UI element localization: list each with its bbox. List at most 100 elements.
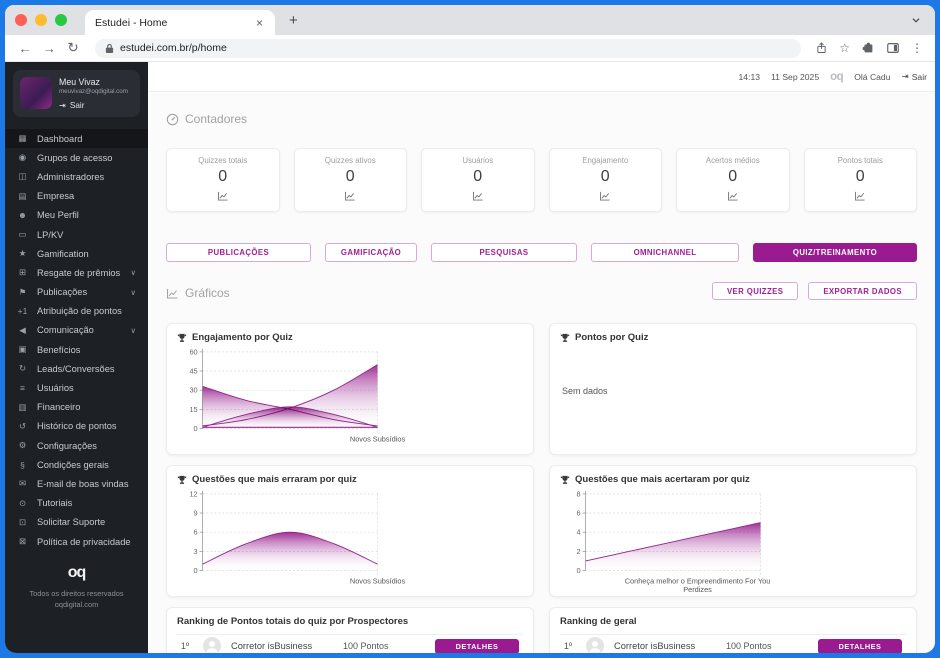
browser-tab[interactable]: Estudei - Home ×: [85, 10, 275, 35]
admins-icon: ◫: [18, 171, 27, 182]
chart-title: Questões que mais acertaram por quiz: [575, 474, 750, 485]
counter-card-acertos-medios: Acertos médios 0: [676, 148, 790, 212]
ranking-points: 100 Pontos: [343, 641, 389, 651]
svg-text:45: 45: [189, 367, 197, 376]
new-tab-button[interactable]: +: [289, 11, 298, 29]
sidebar-item-solicitar-suporte[interactable]: ⊡ Solicitar Suporte: [18, 516, 106, 528]
sidebar-item-meu-perfil[interactable]: ☻ Meu Perfil: [18, 210, 79, 221]
filter-gamificacao-button[interactable]: GAMIFICAÇÃO: [325, 243, 417, 262]
sidebar-item-atribuicao-de-pontos[interactable]: +1 Atribuição de pontos: [17, 306, 122, 317]
sidebar-item-tutoriais[interactable]: ⊙ Tutoriais: [18, 497, 73, 509]
legal-terms-icon: §: [20, 459, 25, 470]
users-list-icon: ≡: [20, 383, 25, 394]
sidebar-item-empresa[interactable]: ▤ Empresa: [18, 190, 75, 202]
counter-value: 0: [600, 168, 610, 185]
date: 11 Sep 2025: [771, 71, 820, 82]
sidebar-item-condicoes-gerais[interactable]: § Condições gerais: [5, 455, 148, 474]
svg-text:Novos Subsídios: Novos Subsídios: [350, 576, 406, 585]
sidebar-item-comunicacao[interactable]: ◀ Comunicação ∨: [5, 321, 148, 340]
trend-chart-icon[interactable]: [599, 191, 611, 201]
detalhes-button[interactable]: DETALHES: [435, 638, 519, 653]
window-controls: [15, 14, 67, 26]
svg-text:Perdizes: Perdizes: [683, 585, 712, 594]
chevron-down-icon: ∨: [130, 287, 137, 297]
publications-flag-icon: ⚑: [18, 286, 27, 297]
filter-publicacoes-button[interactable]: PUBLICAÇÕES: [166, 243, 311, 262]
mail-icon: ✉: [18, 478, 27, 489]
sidebar-item-administradores[interactable]: ◫ Administradores: [18, 171, 105, 182]
sidebar-logout-button[interactable]: ⇥ Sair: [59, 100, 85, 111]
sidebar-item-configuracoes[interactable]: ⚙ Configurações: [18, 440, 97, 451]
trend-chart-icon[interactable]: [217, 191, 229, 201]
trophy-icon: [560, 475, 570, 484]
counter-value: 0: [855, 168, 865, 185]
counter-card-engajamento: Engajamento 0: [548, 148, 662, 212]
ranking-title: Ranking de geral: [560, 616, 637, 627]
sidebar-item-resgate-de-premios[interactable]: ⊞ Resgate de prêmios ∨: [18, 267, 136, 278]
tabsearch-chevron-down-icon[interactable]: [909, 13, 923, 27]
counter-value: 0: [345, 168, 355, 185]
logout-icon: ⇥: [901, 71, 909, 81]
sidebar-item-grupos-de-acesso[interactable]: ◉ Grupos de acesso: [18, 152, 113, 163]
ver-quizzes-button[interactable]: VER QUIZZES: [711, 282, 799, 300]
sidebar-item-politica-privacidade[interactable]: ⊠ Política de privacidade: [18, 536, 131, 547]
filter-pesquisas-button[interactable]: PESQUISAS: [431, 243, 577, 262]
sidebar-item-dashboard[interactable]: ▦ Dashboard: [5, 129, 148, 149]
sidebar-item-beneficios[interactable]: ▣ Benefícios: [18, 344, 81, 355]
side-panel-icon[interactable]: [886, 41, 900, 55]
ranking-title: Ranking de Pontos totais do quiz por Pro…: [177, 616, 409, 627]
close-tab-icon[interactable]: ×: [255, 15, 263, 30]
header-logout-button[interactable]: ⇥ Sair: [901, 71, 928, 82]
bookmark-star-icon[interactable]: ☆: [839, 41, 850, 55]
close-window-button[interactable]: [15, 14, 27, 26]
reload-button[interactable]: ↻: [67, 40, 79, 55]
share-icon[interactable]: [815, 41, 828, 55]
questoes-erraram-area-chart: 0 3 6 9 12 Novos Subsídios: [189, 489, 406, 585]
svg-text:60: 60: [189, 347, 197, 356]
sidebar-item-publicacoes[interactable]: ⚑ Publicações ∨: [18, 286, 137, 298]
sidebar-item-historico-de-pontos[interactable]: ↺ Histórico de pontos: [18, 420, 117, 432]
svg-text:9: 9: [194, 509, 198, 518]
minimize-window-button[interactable]: [35, 14, 47, 26]
trend-chart-icon[interactable]: [344, 191, 356, 201]
sidebar-item-leads-conversoes[interactable]: ↻ Leads/Conversões: [18, 363, 115, 374]
counter-card-pontos-totais: Pontos totais 0: [803, 148, 917, 212]
svg-text:3: 3: [194, 547, 198, 556]
url-text: estudei.com.br/p/home: [120, 42, 227, 54]
sidebar-item-lpkv[interactable]: ▭ LP/KV: [18, 229, 64, 240]
back-button[interactable]: ←: [18, 40, 32, 56]
logout-icon: ⇥: [59, 101, 66, 110]
extensions-puzzle-icon[interactable]: [861, 41, 875, 55]
tab-title: Estudei - Home: [95, 16, 168, 29]
maximize-window-button[interactable]: [55, 14, 67, 26]
browser-menu-kebab-icon[interactable]: ⋮: [911, 41, 923, 55]
forward-button[interactable]: →: [42, 40, 56, 56]
chart-card-engajamento-por-quiz: Engajamento por Quiz 0 15 30 45 60 Novos Subs…: [166, 323, 534, 455]
trophy-icon: [177, 333, 187, 342]
category-filter-buttons: PUBLICAÇÕES GAMIFICAÇÃO PESQUISAS OMNICH…: [166, 243, 917, 262]
sidebar-item-financeiro[interactable]: ▥ Financeiro: [18, 401, 81, 413]
rank-position: 1º: [563, 641, 573, 651]
chart-title: Questões que mais erraram por quiz: [192, 474, 357, 485]
clock-time: 14:13: [738, 71, 761, 82]
svg-text:0: 0: [194, 566, 198, 575]
trend-chart-icon[interactable]: [472, 191, 484, 201]
sidebar: Meu Vivaz meuvivaz@oqdigital.com ⇥ Sair …: [5, 62, 148, 653]
exportar-dados-button[interactable]: EXPORTAR DADOS: [808, 282, 917, 300]
empty-state-text: Sem dados: [562, 386, 608, 396]
plus-one-icon: +1: [17, 306, 28, 317]
sidebar-footer: oq Todos os direitos reservados oqdigita…: [5, 564, 148, 610]
trend-chart-icon[interactable]: [854, 191, 866, 201]
sidebar-item-email-boas-vindas[interactable]: ✉ E-mail de boas vindas: [18, 478, 129, 489]
detalhes-button[interactable]: DETALHES: [818, 638, 902, 653]
gamification-star-icon: ★: [18, 248, 27, 259]
trend-chart-icon[interactable]: [727, 191, 739, 201]
profile-icon: ☻: [18, 210, 27, 221]
sidebar-item-usuarios[interactable]: ≡ Usuários: [5, 378, 148, 397]
filter-omnichannel-button[interactable]: OMNICHANNEL: [591, 243, 739, 262]
sidebar-item-gamification[interactable]: ★ Gamification: [18, 248, 89, 259]
address-bar[interactable]: estudei.com.br/p/home: [95, 38, 802, 58]
filter-quiz-treinamento-button[interactable]: QUIZ/TREINAMENTO: [753, 243, 917, 262]
sidebar-menu: ▦ Dashboard ◉ Grupos de acesso ◫ Administra…: [5, 129, 148, 551]
browser-window: Estudei - Home × + ← → ↻ estudei.com.br/…: [5, 5, 935, 653]
